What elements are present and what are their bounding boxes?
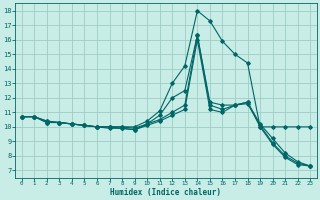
X-axis label: Humidex (Indice chaleur): Humidex (Indice chaleur) bbox=[110, 188, 221, 197]
